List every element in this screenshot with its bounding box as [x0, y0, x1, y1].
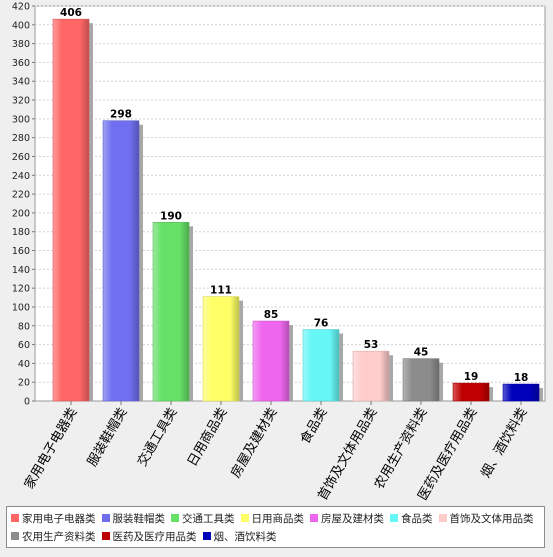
- data-label: 19: [464, 371, 479, 383]
- bar: [52, 18, 90, 402]
- data-label: 53: [364, 339, 379, 351]
- y-tick-label: 0: [24, 397, 30, 408]
- legend-label: 日用商品类: [251, 512, 305, 525]
- y-tick-label: 320: [12, 96, 30, 107]
- legend-swatch: [202, 532, 211, 540]
- bar: [402, 358, 440, 402]
- legend-label: 交通工具类: [182, 512, 235, 525]
- legend-swatch: [171, 514, 179, 522]
- data-label: 45: [414, 347, 429, 359]
- y-tick-label: 140: [12, 265, 30, 276]
- legend-item: 首饰及文体用品类: [438, 509, 534, 527]
- bar: [352, 350, 390, 402]
- y-tick-label: 280: [12, 133, 30, 144]
- data-label: 190: [160, 210, 182, 222]
- x-tick-label: 烟、酒饮料类: [478, 406, 530, 481]
- legend-item: 服装鞋帽类: [101, 509, 166, 527]
- legend-item: 房屋及建材类: [310, 509, 384, 527]
- y-tick-label: 260: [12, 152, 30, 163]
- x-tick-label: 服装鞋帽类: [84, 405, 130, 469]
- y-tick-label: 60: [18, 340, 30, 351]
- bar: [252, 320, 290, 402]
- legend-label: 农用生产资料类: [22, 530, 96, 543]
- legend-item: 日用商品类: [240, 509, 305, 527]
- data-label: 406: [60, 7, 82, 19]
- legend-swatch: [101, 514, 110, 522]
- y-tick-label: 80: [18, 321, 30, 332]
- y-tick-label: 120: [12, 284, 30, 295]
- data-labels: 406 298 190 111 85 76 53 45 19 18: [60, 7, 528, 384]
- legend-label: 服装鞋帽类: [112, 512, 166, 525]
- x-tick-label: 日用商品类: [185, 406, 230, 470]
- y-tick-label: 100: [12, 302, 30, 313]
- legend-label: 房屋及建材类: [321, 512, 384, 525]
- bar: [452, 382, 490, 402]
- x-tick-label: 房屋及建材类: [228, 405, 281, 481]
- legend-label: 首饰及文体用品类: [449, 512, 534, 525]
- data-label: 111: [210, 285, 232, 297]
- y-tick-label: 380: [12, 39, 30, 50]
- y-tick-label: 20: [18, 378, 30, 389]
- y-tick-label: 240: [12, 171, 30, 182]
- x-tick-label: 交通工具类: [134, 405, 180, 469]
- data-label: 85: [264, 309, 279, 321]
- bar: [102, 120, 140, 402]
- y-tick-label: 220: [12, 190, 30, 201]
- data-label: 298: [110, 109, 132, 121]
- y-tick-label: 400: [12, 20, 30, 31]
- data-label: 18: [514, 372, 529, 384]
- bar: [502, 383, 540, 402]
- bar: [302, 329, 340, 402]
- legend-swatch: [101, 532, 110, 540]
- x-tick-label: 家用电子电器类: [21, 405, 80, 492]
- legend-swatch: [310, 514, 318, 522]
- y-tick-label: 300: [12, 114, 30, 125]
- legend-label: 家用电子电器类: [22, 512, 96, 525]
- y-tick-label: 340: [12, 77, 30, 88]
- legend-item: 农用生产资料类: [11, 527, 96, 545]
- bars: [52, 18, 543, 402]
- legend-item: 食品类: [390, 509, 433, 527]
- bar: [152, 222, 190, 402]
- y-tick-label: 420: [12, 2, 30, 13]
- legend-label: 食品类: [401, 512, 433, 525]
- y-tick-label: 160: [12, 246, 30, 257]
- data-label: 76: [314, 318, 329, 330]
- legend-item: 交通工具类: [171, 509, 235, 527]
- legend-label: 烟、酒饮料类: [213, 530, 277, 543]
- legend-swatch: [11, 514, 19, 522]
- legend: 家用电子电器类 服装鞋帽类 交通工具类 日用商品类 房屋及建材类 食品类 首饰及文体用品类农…: [6, 506, 545, 548]
- legend-item: 医药及医疗用品类: [101, 527, 197, 545]
- bar: [202, 296, 240, 402]
- legend-swatch: [11, 532, 19, 540]
- x-tick-label: 食品类: [297, 405, 330, 447]
- x-tick-label: 农用生产资料类: [372, 406, 430, 492]
- legend-swatch: [438, 514, 447, 522]
- y-tick-label: 360: [12, 58, 30, 69]
- y-tick-label: 180: [12, 227, 30, 238]
- legend-swatch: [240, 514, 249, 522]
- legend-item: 家用电子电器类: [11, 509, 96, 527]
- y-axis-ticks: 0 20 40 60 80 100 120 140 160 180 200 220 240 260 280 3…: [12, 2, 35, 408]
- legend-swatch: [390, 514, 398, 522]
- y-tick-label: 40: [18, 359, 30, 370]
- y-tick-label: 200: [12, 208, 30, 219]
- legend-label: 医药及医疗用品类: [112, 530, 197, 543]
- legend-item: 烟、酒饮料类: [202, 527, 277, 545]
